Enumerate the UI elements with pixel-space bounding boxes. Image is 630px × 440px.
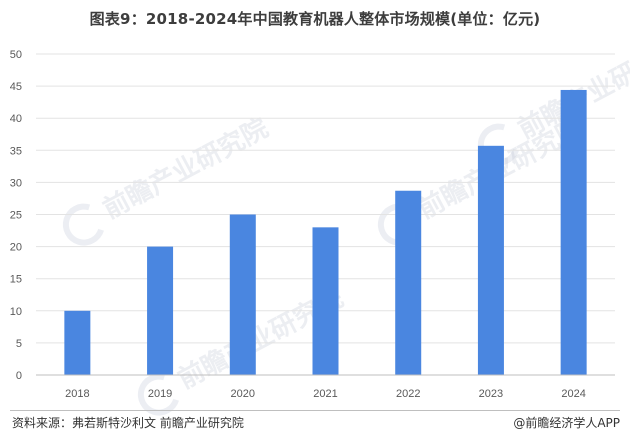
y-tick-label: 40 bbox=[10, 113, 22, 125]
x-tick-label: 2021 bbox=[313, 388, 337, 400]
y-tick-label: 10 bbox=[10, 306, 22, 318]
y-tick-label: 25 bbox=[10, 210, 22, 222]
x-tick-label: 2024 bbox=[561, 388, 585, 400]
app-credit: @前瞻经济学人APP bbox=[513, 416, 620, 430]
chart-title: 图表9：2018-2024年中国教育机器人整体市场规模(单位：亿元) bbox=[89, 10, 541, 28]
x-axis: 2018 2019 2020 2021 2022 2023 2024 bbox=[36, 374, 615, 400]
footer-divider bbox=[10, 410, 620, 411]
bar-2021 bbox=[312, 227, 339, 375]
y-tick-label: 30 bbox=[10, 177, 22, 189]
bar-2019 bbox=[147, 246, 174, 375]
y-tick-label: 35 bbox=[10, 145, 22, 157]
bar-2018 bbox=[64, 310, 91, 375]
bars bbox=[64, 89, 587, 376]
y-axis: 0 5 10 15 20 25 30 35 40 45 50 bbox=[10, 49, 22, 382]
x-tick-label: 2020 bbox=[231, 388, 255, 400]
x-tick-label: 2023 bbox=[479, 388, 503, 400]
y-tick-label: 15 bbox=[10, 274, 22, 286]
y-tick-label: 0 bbox=[16, 370, 22, 382]
y-tick-label: 5 bbox=[16, 338, 22, 350]
bar-2022 bbox=[395, 190, 422, 375]
y-tick-label: 45 bbox=[10, 81, 22, 93]
x-tick-label: 2019 bbox=[148, 388, 172, 400]
y-tick-label: 50 bbox=[10, 49, 22, 61]
x-tick-label: 2018 bbox=[65, 388, 89, 400]
bar-2024 bbox=[560, 89, 587, 376]
y-tick-label: 20 bbox=[10, 242, 22, 254]
bar-chart: 0 5 10 15 20 25 30 35 40 45 50 2018 2019 2020 2021 202… bbox=[10, 49, 615, 400]
bar-2020 bbox=[229, 214, 256, 375]
bar-2023 bbox=[477, 145, 504, 375]
source-note: 资料来源：弗若斯特沙利文 前瞻产业研究院 bbox=[12, 416, 244, 430]
x-tick-label: 2022 bbox=[396, 388, 420, 400]
